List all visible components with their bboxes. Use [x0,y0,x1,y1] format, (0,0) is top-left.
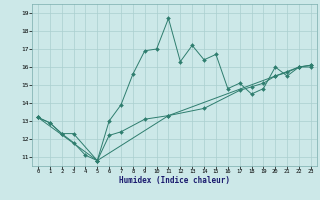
X-axis label: Humidex (Indice chaleur): Humidex (Indice chaleur) [119,176,230,185]
